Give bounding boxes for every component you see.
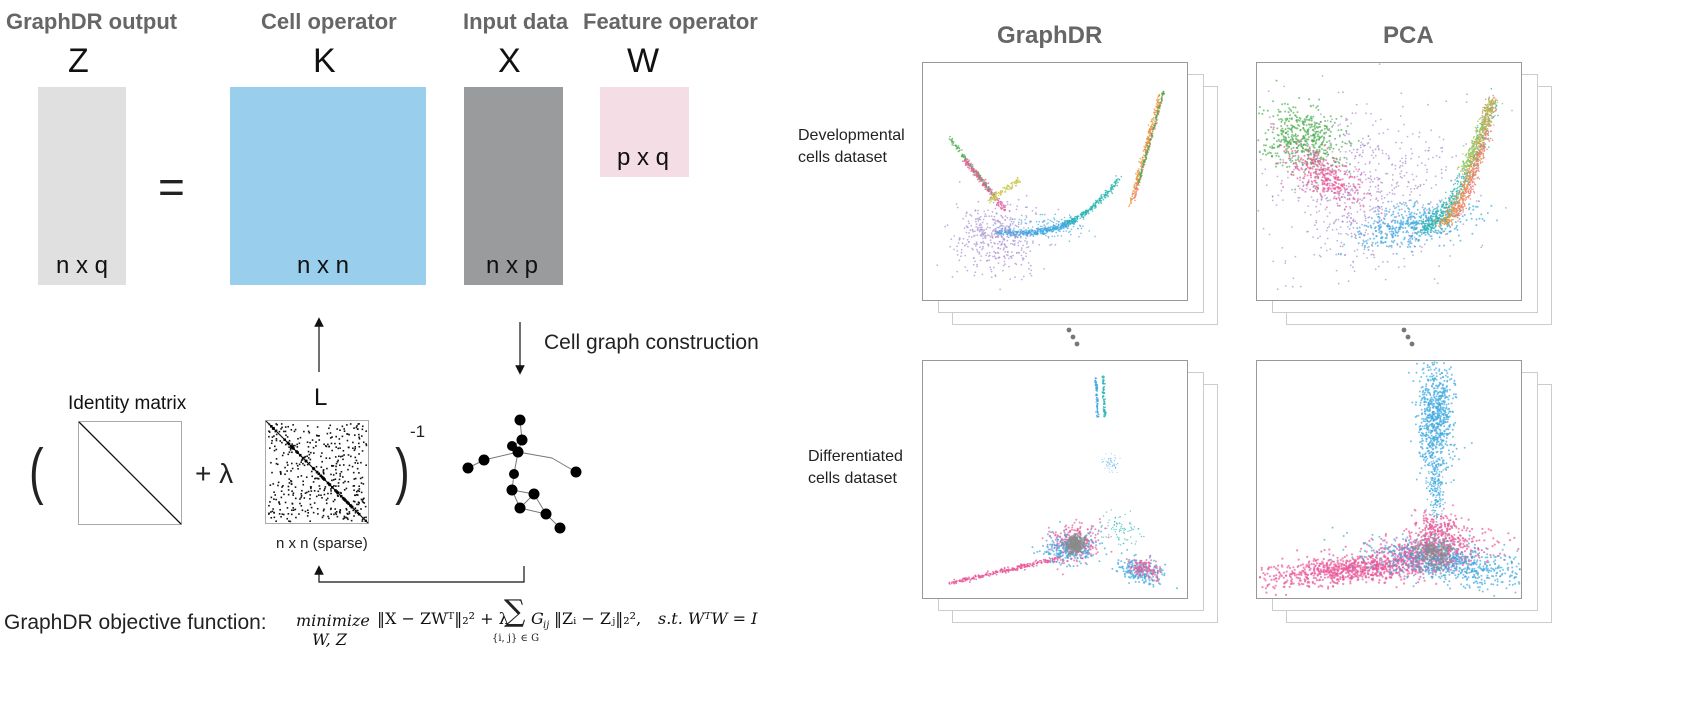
cell-operator-dims: n x n [297, 252, 350, 279]
output-matrix: n x q [38, 87, 126, 285]
symbol-z: Z [68, 42, 89, 80]
feature-operator-dims: p x q [617, 144, 670, 171]
input-data-header: Input data [463, 9, 569, 34]
continuation-dots-graphdr [1066, 327, 1080, 347]
output-dims: n x q [56, 252, 109, 279]
graph-node [478, 454, 490, 466]
laplacian-dims: n x n (sparse) [276, 535, 368, 552]
graph-node [528, 488, 540, 500]
cell-operator-header: Cell operator [261, 9, 397, 34]
graph-node [570, 466, 582, 478]
cell-graph [462, 414, 582, 534]
graph-node [554, 522, 566, 534]
row-label-line: cells dataset [808, 470, 897, 487]
input-data-dims: n x p [486, 252, 539, 279]
equals-sign: = [158, 161, 185, 213]
graph-node [506, 484, 518, 496]
sum-index: {i, j} ∈ G [492, 633, 540, 644]
cell-operator-matrix: n x n [230, 87, 426, 285]
graph-node [512, 446, 524, 458]
row-label-differentiated: Differentiated cells dataset [808, 446, 903, 490]
symbol-l: L [314, 384, 328, 411]
minimize-vars: W, Z [312, 630, 347, 649]
symbol-k: K [313, 42, 336, 80]
constraint: s.t. WᵀW = I [658, 609, 758, 628]
objective-main-term: ‖X − ZWᵀ‖₂² + λ [377, 609, 509, 628]
graphdr-developmental-panel [922, 62, 1218, 325]
identity-matrix [78, 421, 182, 525]
symbol-w: W [627, 42, 660, 80]
sum-symbol: ∑ [504, 594, 526, 629]
graph-node [514, 502, 526, 514]
plus-lambda: + λ [195, 458, 234, 489]
row-label-developmental: Developmental cells dataset [798, 125, 905, 169]
norm-term: ‖Zᵢ − Zⱼ‖₂², [554, 609, 642, 628]
identity-label: Identity matrix [68, 393, 187, 414]
pca-developmental-panel [1256, 62, 1552, 325]
row-label-line: Differentiated [808, 448, 903, 465]
symbol-x: X [498, 42, 521, 80]
feature-operator-header: Feature operator [583, 9, 758, 34]
graph-node [540, 508, 552, 520]
input-data-matrix: n x p [464, 87, 563, 285]
graph-node [509, 469, 519, 479]
inverse-exponent: -1 [410, 422, 426, 441]
close-paren: ) [395, 437, 410, 506]
graph-node [516, 434, 528, 446]
open-paren: ( [29, 437, 44, 506]
connector-arrows [314, 317, 525, 583]
column-header-pca: PCA [1383, 22, 1434, 49]
column-header-graphdr: GraphDR [997, 22, 1103, 49]
graph-term: G [531, 609, 544, 628]
output-header: GraphDR output [6, 9, 178, 34]
identity-diagonal [78, 421, 182, 525]
feedback-arrow [314, 565, 525, 583]
graph-sub: ij [543, 620, 550, 631]
cell-graph-label: Cell graph construction [544, 331, 759, 354]
row-label-line: Developmental [798, 127, 905, 144]
graphdr-differentiated-panel [922, 360, 1218, 623]
pca-differentiated-panel [1256, 360, 1552, 623]
feature-operator-matrix: p x q [600, 87, 689, 177]
minimize-text: minimize [296, 611, 370, 630]
graph-node [462, 462, 474, 474]
laplacian-matrix [265, 420, 369, 524]
continuation-dots-pca [1401, 327, 1415, 347]
graph-node [514, 414, 526, 426]
row-label-line: cells dataset [798, 149, 887, 166]
objective-label: GraphDR objective function: [4, 611, 267, 634]
